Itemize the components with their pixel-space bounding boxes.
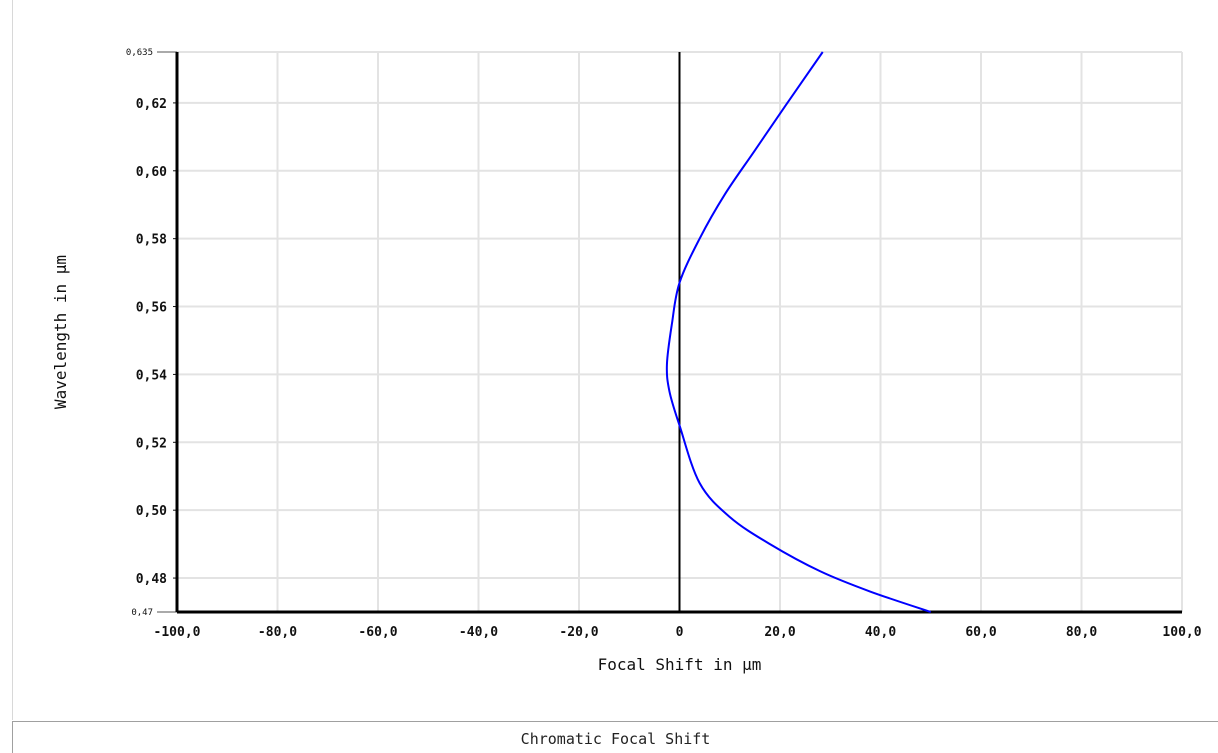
y-min-label: 0,47 [131, 608, 153, 618]
x-tick-label: -60,0 [358, 625, 397, 640]
x-axis-title: Focal Shift in µm [598, 655, 762, 674]
x-tick-label: 20,0 [764, 625, 795, 640]
chart-caption: Chromatic Focal Shift [520, 730, 711, 748]
series-line [665, 51, 932, 613]
x-tick-label: 60,0 [965, 625, 996, 640]
y-tick-label: 0,50 [136, 504, 167, 519]
x-tick-label: 0 [676, 625, 684, 640]
x-tick-label: -20,0 [559, 625, 598, 640]
y-axis-title: Wavelength in µm [51, 255, 70, 409]
x-tick-label: 80,0 [1066, 625, 1097, 640]
y-tick-label: 0,54 [136, 368, 167, 383]
window-left-border [12, 0, 13, 720]
axes [157, 51, 1182, 614]
x-tick-label: -80,0 [258, 625, 297, 640]
x-tick-label: 100,0 [1162, 625, 1201, 640]
caption-bar: Chromatic Focal Shift [12, 721, 1218, 753]
tick-labels: -100,0 -80,0 -60,0 -40,0 -20,0 0 20,0 40,0 60,0 8… [126, 48, 1202, 640]
y-tick-label: 0,48 [136, 572, 167, 587]
y-max-label: 0,635 [126, 48, 153, 58]
chart: -100,0 -80,0 -60,0 -40,0 -20,0 0 20,0 40,0 60,0 8… [51, 48, 1202, 674]
y-tick-label: 0,60 [136, 165, 167, 180]
y-tick-label: 0,58 [136, 233, 167, 248]
y-tick-label: 0,56 [136, 301, 167, 316]
x-tick-label: -100,0 [154, 625, 201, 640]
y-tick-label: 0,52 [136, 436, 167, 451]
y-tick-label: 0,62 [136, 97, 167, 112]
x-tick-label: 40,0 [865, 625, 896, 640]
x-tick-label: -40,0 [459, 625, 498, 640]
series-layer [665, 51, 932, 613]
